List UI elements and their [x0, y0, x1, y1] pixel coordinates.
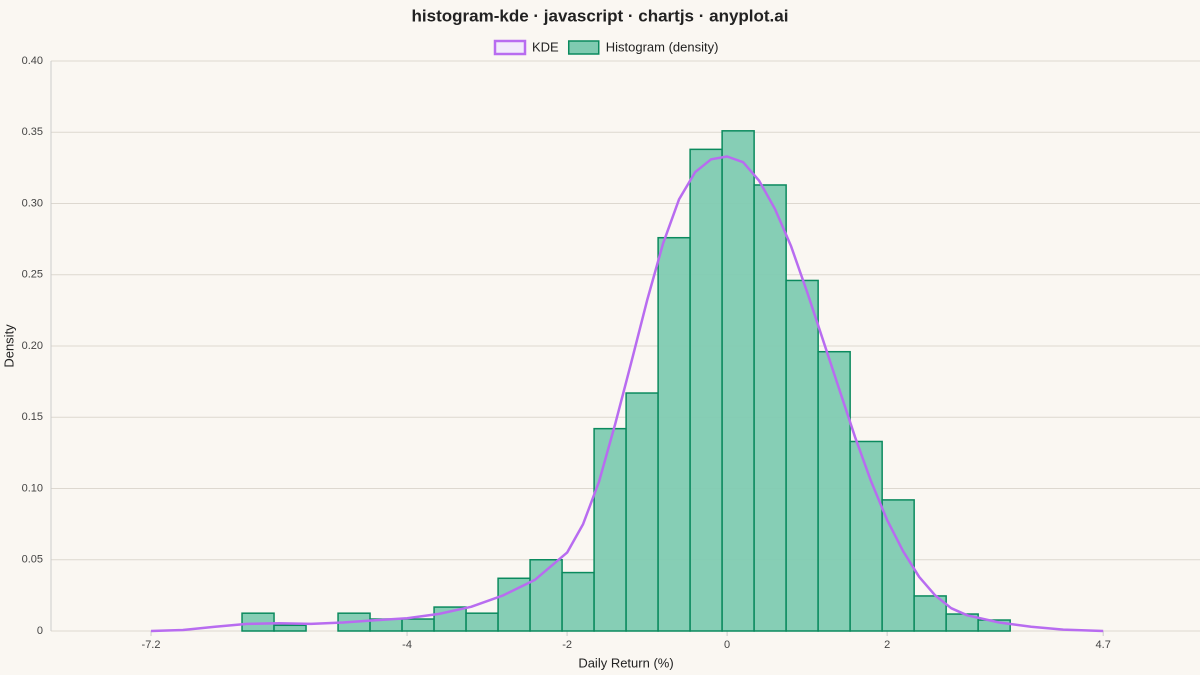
y-tick-label: 0.10	[22, 482, 43, 494]
x-tick-label: 4.7	[1096, 639, 1111, 651]
x-tick-label: 2	[884, 639, 890, 651]
histogram-bar	[401, 618, 435, 632]
histogram-bar	[689, 148, 723, 632]
legend-swatch	[493, 39, 527, 56]
histogram-bar	[753, 184, 787, 632]
y-tick-label: 0	[37, 625, 43, 637]
histogram-bar	[785, 279, 819, 632]
histogram-bar	[849, 440, 883, 632]
histogram-bar	[465, 612, 499, 632]
x-tick-label: -2	[562, 639, 572, 651]
chart-title: histogram-kde · javascript · chartjs · a…	[412, 6, 789, 25]
histogram-bar	[977, 619, 1011, 632]
x-tick-label: -4	[402, 639, 412, 651]
histogram-bar	[241, 612, 275, 632]
y-tick-label: 0.40	[22, 55, 43, 67]
y-tick-label: 0.35	[22, 126, 43, 138]
histogram-bar	[817, 350, 851, 632]
y-tick-label: 0.05	[22, 554, 43, 566]
histogram-bar	[273, 624, 307, 632]
histogram-bar	[625, 392, 659, 632]
histogram-bar	[657, 236, 691, 632]
legend-swatch	[567, 40, 600, 55]
histogram-bar	[721, 130, 755, 632]
y-tick-label: 0.30	[22, 197, 43, 209]
legend-label: KDE	[532, 39, 559, 54]
y-tick-label: 0.25	[22, 269, 43, 281]
histogram-bar	[561, 571, 595, 632]
kde-line	[150, 155, 1104, 633]
x-tick-label: 0	[724, 639, 730, 651]
legend-label: Histogram (density)	[606, 39, 719, 54]
y-axis-title: Density	[1, 324, 16, 368]
x-axis-title: Daily Return (%)	[578, 655, 673, 670]
histogram-bar	[593, 427, 627, 632]
histogram-bar	[497, 577, 531, 632]
y-tick-label: 0.20	[22, 340, 43, 352]
y-tick-label: 0.15	[22, 411, 43, 423]
x-tick-label: -7.2	[142, 639, 161, 651]
